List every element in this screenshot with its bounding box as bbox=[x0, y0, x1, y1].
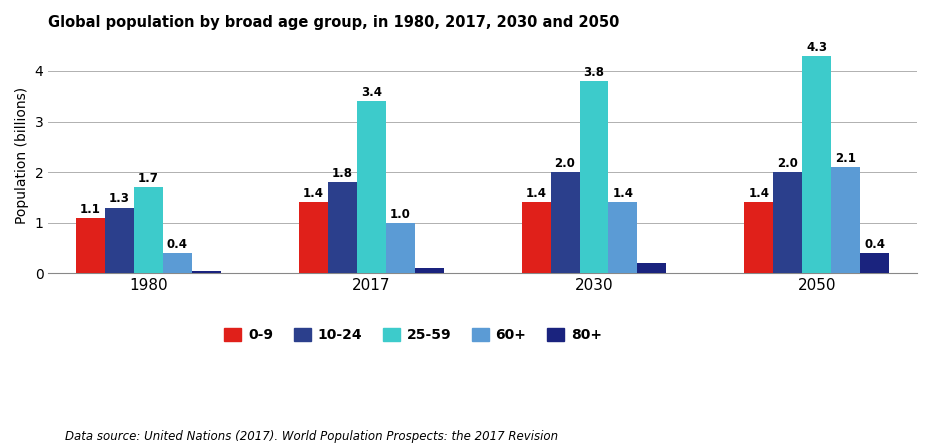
Bar bbox=[802, 56, 831, 273]
Text: 2.0: 2.0 bbox=[555, 157, 575, 170]
Legend: 0-9, 10-24, 25-59, 60+, 80+: 0-9, 10-24, 25-59, 60+, 80+ bbox=[219, 322, 608, 348]
Bar bbox=[357, 101, 386, 273]
Bar bbox=[299, 202, 328, 273]
Text: Global population by broad age group, in 1980, 2017, 2030 and 2050: Global population by broad age group, in… bbox=[48, 15, 620, 30]
Y-axis label: Population (billions): Population (billions) bbox=[15, 87, 29, 224]
Bar bbox=[76, 218, 105, 273]
Text: 1.4: 1.4 bbox=[748, 187, 769, 200]
Text: 0.4: 0.4 bbox=[167, 238, 188, 251]
Text: 0.4: 0.4 bbox=[864, 238, 885, 251]
Text: 4.3: 4.3 bbox=[806, 41, 828, 54]
Text: 1.4: 1.4 bbox=[303, 187, 323, 200]
Text: 3.4: 3.4 bbox=[361, 86, 382, 99]
Text: 2.1: 2.1 bbox=[835, 152, 857, 165]
Text: 1.4: 1.4 bbox=[526, 187, 546, 200]
Bar bbox=[163, 253, 192, 273]
Bar bbox=[637, 263, 666, 273]
Bar bbox=[774, 172, 802, 273]
Bar bbox=[415, 268, 444, 273]
Bar bbox=[860, 253, 889, 273]
Text: 1.1: 1.1 bbox=[80, 202, 101, 216]
Text: Data source: United Nations (2017). World Population Prospects: the 2017 Revisio: Data source: United Nations (2017). Worl… bbox=[65, 429, 558, 443]
Text: 2.0: 2.0 bbox=[777, 157, 798, 170]
Bar bbox=[522, 202, 551, 273]
Text: 1.7: 1.7 bbox=[138, 172, 159, 185]
Bar bbox=[192, 271, 221, 273]
Bar bbox=[551, 172, 580, 273]
Bar bbox=[831, 167, 860, 273]
Text: 1.3: 1.3 bbox=[109, 193, 130, 206]
Bar bbox=[105, 207, 134, 273]
Text: 1.8: 1.8 bbox=[332, 167, 353, 180]
Text: 3.8: 3.8 bbox=[583, 66, 605, 79]
Bar bbox=[609, 202, 637, 273]
Text: 1.4: 1.4 bbox=[612, 187, 634, 200]
Bar bbox=[134, 187, 163, 273]
Bar bbox=[386, 223, 415, 273]
Bar bbox=[745, 202, 774, 273]
Bar bbox=[580, 81, 609, 273]
Bar bbox=[328, 182, 357, 273]
Text: 1.0: 1.0 bbox=[390, 208, 411, 221]
